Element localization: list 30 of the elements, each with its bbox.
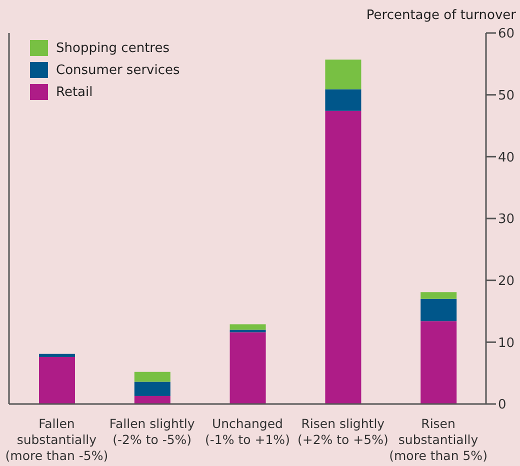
y-tick-label: 0	[498, 398, 506, 413]
bar	[39, 357, 75, 404]
legend-label: Consumer services	[56, 62, 180, 78]
y-tick-label: 40	[498, 150, 515, 166]
bar	[325, 110, 362, 404]
x-tick-label: Unchanged (-1% to +1%)	[205, 416, 290, 447]
y-tick-label: 50	[498, 88, 515, 104]
bar	[230, 330, 266, 332]
bar	[420, 321, 457, 404]
legend-label: Shopping centres	[56, 40, 170, 56]
bar	[134, 396, 170, 404]
x-tick-label: Risen substantially (more than 5%)	[389, 416, 488, 463]
x-tick-label: Risen slightly (+2% to +5%)	[297, 416, 388, 447]
x-tick-label: Fallen substantially (more than -5%)	[5, 416, 108, 463]
bar	[420, 298, 457, 322]
bar	[325, 89, 362, 111]
bar	[39, 354, 75, 358]
bar	[325, 60, 362, 90]
y-axis-title: Percentage of turnover	[366, 8, 516, 23]
bar	[230, 324, 266, 330]
legend-label: Retail	[56, 84, 93, 100]
bar	[134, 382, 170, 396]
y-tick-label: 30	[498, 212, 515, 228]
bar	[134, 372, 170, 382]
y-tick-label: 10	[498, 336, 515, 351]
y-tick-label: 60	[498, 26, 515, 42]
x-tick-label: Fallen slightly (-2% to -5%)	[109, 416, 196, 447]
bar	[420, 292, 457, 299]
y-tick-label: 20	[498, 274, 515, 289]
bar	[230, 332, 266, 404]
